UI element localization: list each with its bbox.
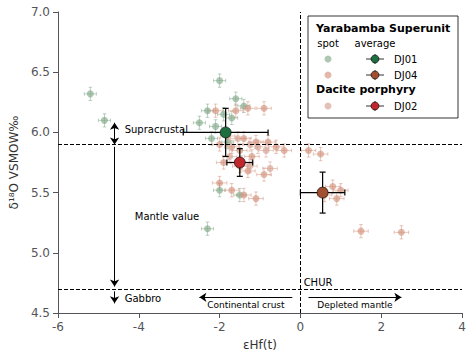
svg-text:5.0: 5.0 bbox=[31, 246, 50, 260]
svg-text:Gabbro: Gabbro bbox=[125, 293, 162, 304]
svg-text:-2: -2 bbox=[214, 320, 226, 334]
svg-text:Dacite porphyry: Dacite porphyry bbox=[316, 83, 416, 96]
svg-text:Continental crust: Continental crust bbox=[207, 300, 285, 310]
svg-text:Yarabamba Superunit: Yarabamba Superunit bbox=[315, 22, 450, 35]
svg-text:5.5: 5.5 bbox=[31, 186, 50, 200]
svg-text:εHf(t): εHf(t) bbox=[243, 338, 277, 352]
svg-text:-6: -6 bbox=[52, 320, 64, 334]
svg-text:DJ02: DJ02 bbox=[394, 101, 417, 112]
svg-text:spot: spot bbox=[317, 38, 339, 49]
svg-text:0: 0 bbox=[297, 320, 305, 334]
svg-text:δ¹⁸O VSMOW‰: δ¹⁸O VSMOW‰ bbox=[7, 116, 21, 210]
svg-text:CHUR: CHUR bbox=[304, 277, 333, 288]
svg-text:7.0: 7.0 bbox=[31, 5, 50, 19]
svg-text:Supracrustal: Supracrustal bbox=[125, 124, 188, 135]
svg-text:4.5: 4.5 bbox=[31, 306, 50, 320]
svg-text:average: average bbox=[355, 38, 396, 49]
svg-text:Depleted mantle: Depleted mantle bbox=[317, 300, 393, 310]
svg-text:6.5: 6.5 bbox=[31, 65, 50, 79]
svg-text:4: 4 bbox=[458, 320, 466, 334]
svg-text:DJ01: DJ01 bbox=[394, 54, 417, 65]
svg-text:DJ04: DJ04 bbox=[394, 70, 417, 81]
svg-text:6.0: 6.0 bbox=[31, 125, 50, 139]
svg-text:-4: -4 bbox=[133, 320, 145, 334]
svg-text:2: 2 bbox=[377, 320, 385, 334]
svg-text:Mantle value: Mantle value bbox=[135, 211, 199, 222]
